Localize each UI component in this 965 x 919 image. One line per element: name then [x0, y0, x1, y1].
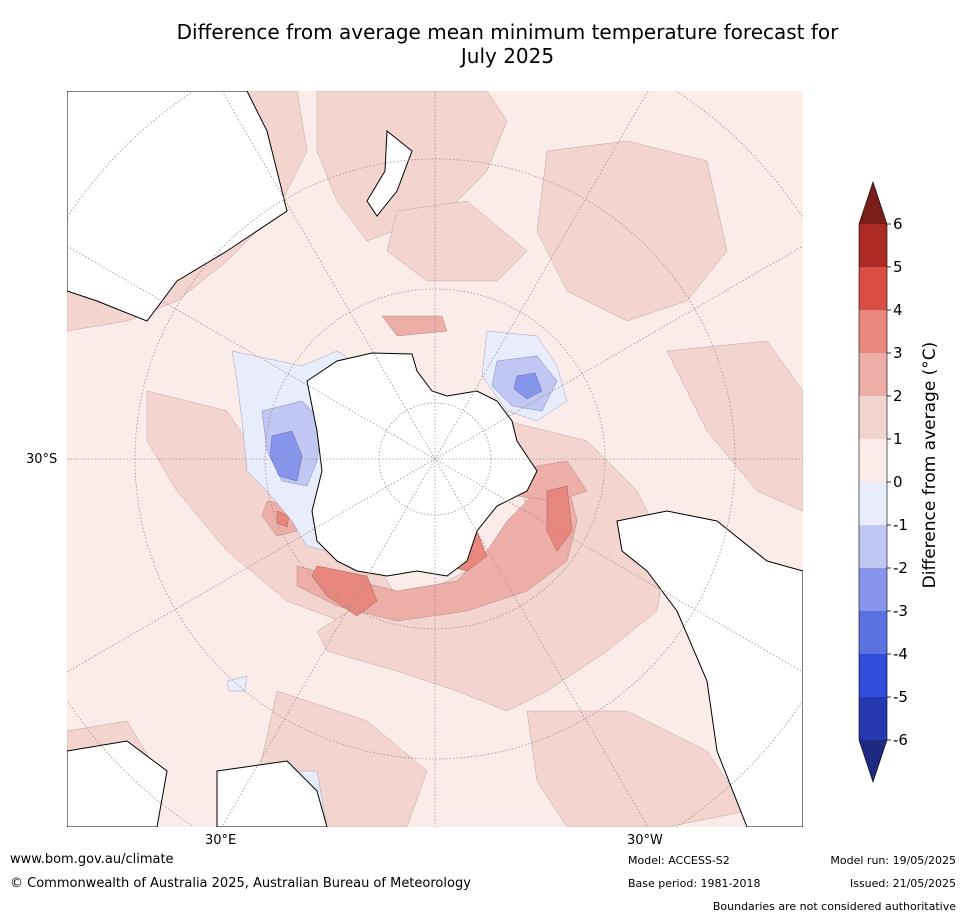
anomaly-band-minus3-minus2 [269, 372, 543, 482]
forecast-map [67, 91, 803, 827]
footer-base-period: Base period: 1981-2018 [628, 877, 761, 890]
colorbar-tick-label: 1 [893, 430, 903, 448]
colorbar-bin [859, 525, 887, 568]
colorbar-bin [859, 353, 887, 396]
colorbar-bin [859, 396, 887, 439]
colorbar-bin [859, 310, 887, 353]
colorbar: 6 5 4 3 2 1 0 -1 -2 -3 -4 -5 -6 [855, 180, 965, 785]
axis-label-30w: 30°W [627, 833, 663, 848]
footer-model-run: Model run: 19/05/2025 [830, 854, 956, 867]
africa [67, 740, 168, 827]
australia [67, 91, 288, 322]
footer-disclaimer: Boundaries are not considered authoritat… [712, 900, 956, 913]
footer-copyright: © Commonwealth of Australia 2025, Austra… [10, 876, 471, 891]
axis-label-30s: 30°S [26, 452, 58, 467]
colorbar-tick-label: -2 [893, 559, 908, 577]
footer-issued: Issued: 21/05/2025 [849, 877, 956, 890]
colorbar-tick-label: -4 [893, 645, 908, 663]
land-masses [67, 91, 803, 827]
footer-website: www.bom.gov.au/climate [10, 852, 174, 867]
colorbar-extend-over [859, 182, 887, 224]
colorbar-bin [859, 224, 887, 267]
colorbar-bin [859, 439, 887, 482]
colorbar-label-text: Difference from average (°C) [920, 341, 940, 589]
south-america [616, 510, 803, 827]
new-zealand [366, 129, 413, 217]
colorbar-bin [859, 611, 887, 654]
colorbar-bin [859, 697, 887, 740]
graticule [67, 91, 803, 827]
colorbar-graphic: 6 5 4 3 2 1 0 -1 -2 -3 -4 -5 -6 [858, 181, 908, 783]
footer-model: Model: ACCESS-S2 [628, 854, 730, 867]
colorbar-label: Difference from average (°C) [905, 300, 955, 630]
madagascar [216, 760, 328, 827]
colorbar-tick-label: 2 [893, 387, 903, 405]
axis-label-30e: 30°E [205, 833, 237, 848]
colorbar-tick-label: 5 [893, 258, 903, 276]
colorbar-tick-label: -6 [893, 731, 908, 749]
colorbar-tick-label: -5 [893, 688, 908, 706]
title-line-2: July 2025 [460, 44, 555, 68]
colorbar-bin [859, 267, 887, 310]
colorbar-bin [859, 654, 887, 697]
colorbar-tick-label: 6 [893, 215, 903, 233]
colorbar-tick-label: -3 [893, 602, 908, 620]
colorbar-tick-label: 0 [893, 473, 903, 491]
colorbar-bin [859, 568, 887, 611]
colorbar-tick-label: 4 [893, 301, 903, 319]
title-line-1: Difference from average mean minimum tem… [176, 20, 839, 44]
colorbar-tick-label: 3 [893, 344, 903, 362]
colorbar-tick-label: -1 [893, 516, 908, 534]
colorbar-extend-under [859, 740, 887, 782]
colorbar-bin [859, 482, 887, 525]
antarctica [306, 352, 538, 577]
map-title: Difference from average mean minimum tem… [100, 20, 915, 68]
